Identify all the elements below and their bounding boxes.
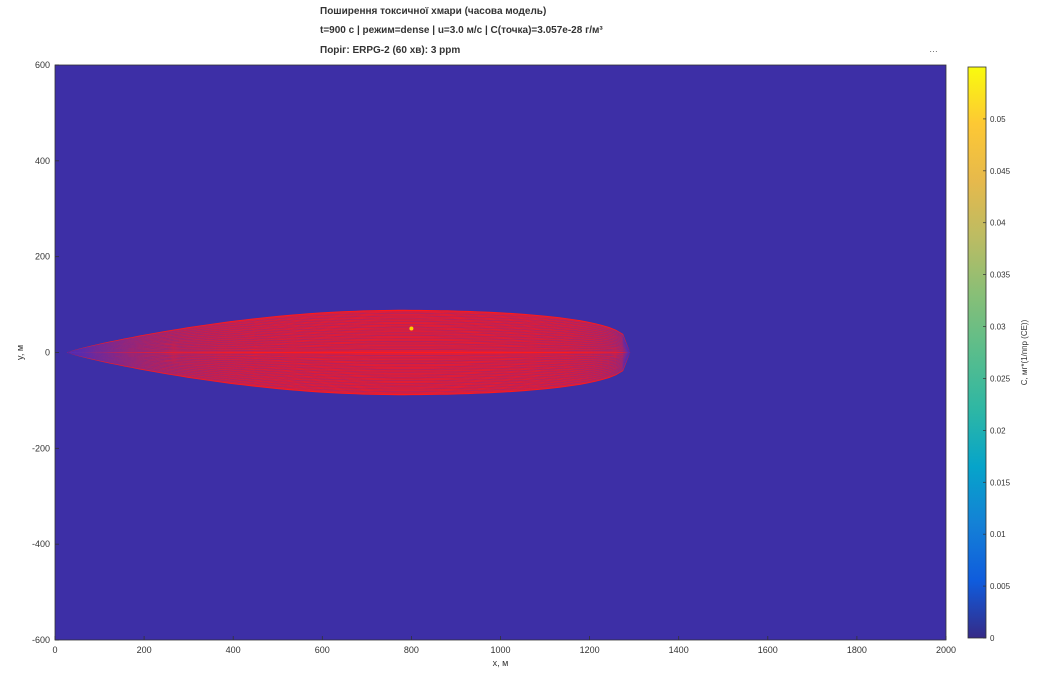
colorbar-tick-label: 0.045 — [990, 167, 1011, 176]
x-tick-label: 1200 — [580, 645, 600, 655]
x-tick-label: 600 — [315, 645, 330, 655]
plume-group — [66, 309, 631, 396]
colorbar-tick-label: 0 — [990, 634, 995, 643]
title-line-2: t=900 с | режим=dense | u=3.0 м/с | C(то… — [320, 25, 603, 36]
x-tick-label: 400 — [226, 645, 241, 655]
x-tick-label: 1400 — [669, 645, 689, 655]
colorbar-gradient — [967, 66, 987, 639]
x-axis-label: x, м — [493, 658, 509, 668]
y-tick-label: 0 — [45, 348, 50, 358]
x-tick-label: 1800 — [847, 645, 867, 655]
y-tick-label: 600 — [35, 60, 50, 70]
x-tick-label: 800 — [404, 645, 419, 655]
x-tick-label: 1000 — [490, 645, 510, 655]
source-point-marker — [409, 326, 414, 331]
x-tick-label: 2000 — [936, 645, 956, 655]
more-options-icon[interactable]: … — [929, 44, 939, 54]
title-line-3: Поріг: ERPG-2 (60 хв): 3 ppm — [320, 45, 461, 56]
colorbar-tick-label: 0.035 — [990, 271, 1011, 280]
y-axis-label: y, м — [15, 345, 25, 360]
colorbar-tick-label: 0.025 — [990, 374, 1011, 383]
colorbar-tick-label: 0.015 — [990, 478, 1011, 487]
colorbar-tick-label: 0.02 — [990, 426, 1006, 435]
y-tick-label: -400 — [32, 539, 50, 549]
colorbar-tick-label: 0.05 — [990, 115, 1006, 124]
y-tick-label: -600 — [32, 635, 50, 645]
plume-contour — [68, 349, 630, 356]
y-tick-label: 400 — [35, 156, 50, 166]
colorbar-tick-label: 0.01 — [990, 530, 1006, 539]
plume-contour — [68, 350, 630, 355]
x-tick-label: 0 — [52, 645, 57, 655]
plume-contour — [68, 351, 630, 354]
y-tick-label: -200 — [32, 443, 50, 453]
x-tick-label: 1600 — [758, 645, 778, 655]
title-line-1: Поширення токсичної хмари (часова модель… — [320, 6, 547, 17]
y-tick-label: 200 — [35, 252, 50, 262]
colorbar-tick-label: 0.03 — [990, 323, 1006, 332]
colorbar-tick-label: 0.005 — [990, 582, 1011, 591]
colorbar-label: C, мг*(1/ппр (CE)) — [1020, 319, 1029, 385]
colorbar-tick-label: 0.04 — [990, 219, 1006, 228]
x-tick-label: 200 — [137, 645, 152, 655]
